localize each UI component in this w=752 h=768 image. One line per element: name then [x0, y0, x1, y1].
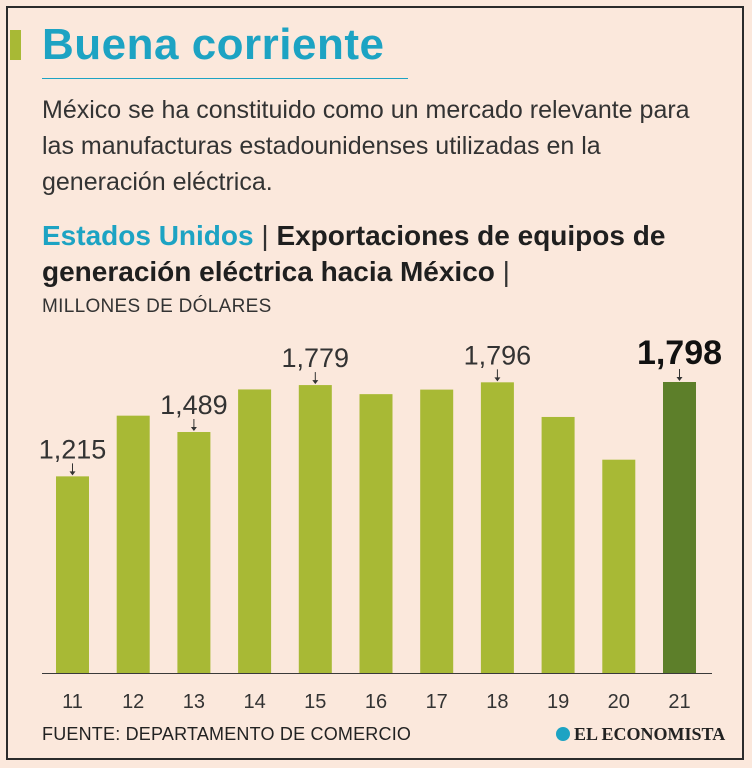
frame-border: [6, 6, 744, 760]
brand-logo: EL ECONOMISTA: [556, 724, 725, 745]
source-note: FUENTE: DEPARTAMENTO DE COMERCIO: [42, 724, 412, 744]
title-accent-bar: [10, 30, 21, 60]
heading-text: Exportaciones de equipos de generación e…: [42, 220, 666, 287]
x-tick-label: 13: [183, 691, 205, 713]
bar-17: [420, 389, 454, 673]
units-label: MILLONES DE DÓLARES: [42, 296, 272, 317]
page-title: Buena corriente: [42, 20, 385, 69]
bar-14: [238, 389, 272, 673]
bar-15: [298, 385, 332, 673]
x-tick-label: 15: [304, 691, 326, 713]
x-tick-label: 16: [365, 691, 387, 713]
x-tick-label: 12: [122, 691, 144, 713]
x-tick-label: 11: [62, 691, 83, 713]
value-pointer-head: [494, 377, 501, 382]
bar-20: [602, 459, 636, 673]
x-tick-label: 21: [668, 691, 690, 713]
bar-16: [359, 394, 393, 673]
value-pointer-head: [69, 471, 76, 476]
value-pointer-head: [312, 380, 319, 385]
heading-separator: |: [261, 220, 269, 251]
x-tick-label: 14: [243, 691, 265, 713]
brand-icon: [556, 727, 570, 741]
data-label: 1,215: [39, 434, 107, 464]
value-pointer-head: [190, 427, 197, 432]
x-tick-label: 19: [547, 691, 569, 713]
title-underline: [42, 78, 408, 79]
value-pointer-head: [676, 377, 683, 381]
bar-18: [480, 382, 514, 673]
data-label: 1,798: [637, 334, 722, 372]
data-label: 1,796: [464, 340, 532, 370]
bar-21: [663, 382, 696, 673]
heading-country: Estados Unidos: [42, 220, 254, 251]
bar-11: [56, 476, 89, 673]
bar-13: [177, 432, 211, 673]
bar-19: [541, 416, 575, 673]
data-label: 1,779: [282, 343, 350, 373]
x-tick-label: 20: [608, 691, 630, 713]
data-label: 1,489: [160, 390, 228, 420]
subtitle: México se ha constituido como un mercado…: [42, 96, 690, 196]
heading-trailing-separator: |: [502, 256, 510, 287]
bar-12: [116, 415, 150, 673]
chart-heading: Estados Unidos | Exportaciones de equipo…: [42, 218, 732, 290]
brand-name: EL ECONOMISTA: [574, 724, 726, 744]
x-tick-label: 18: [486, 691, 508, 713]
x-tick-label: 17: [426, 691, 448, 713]
